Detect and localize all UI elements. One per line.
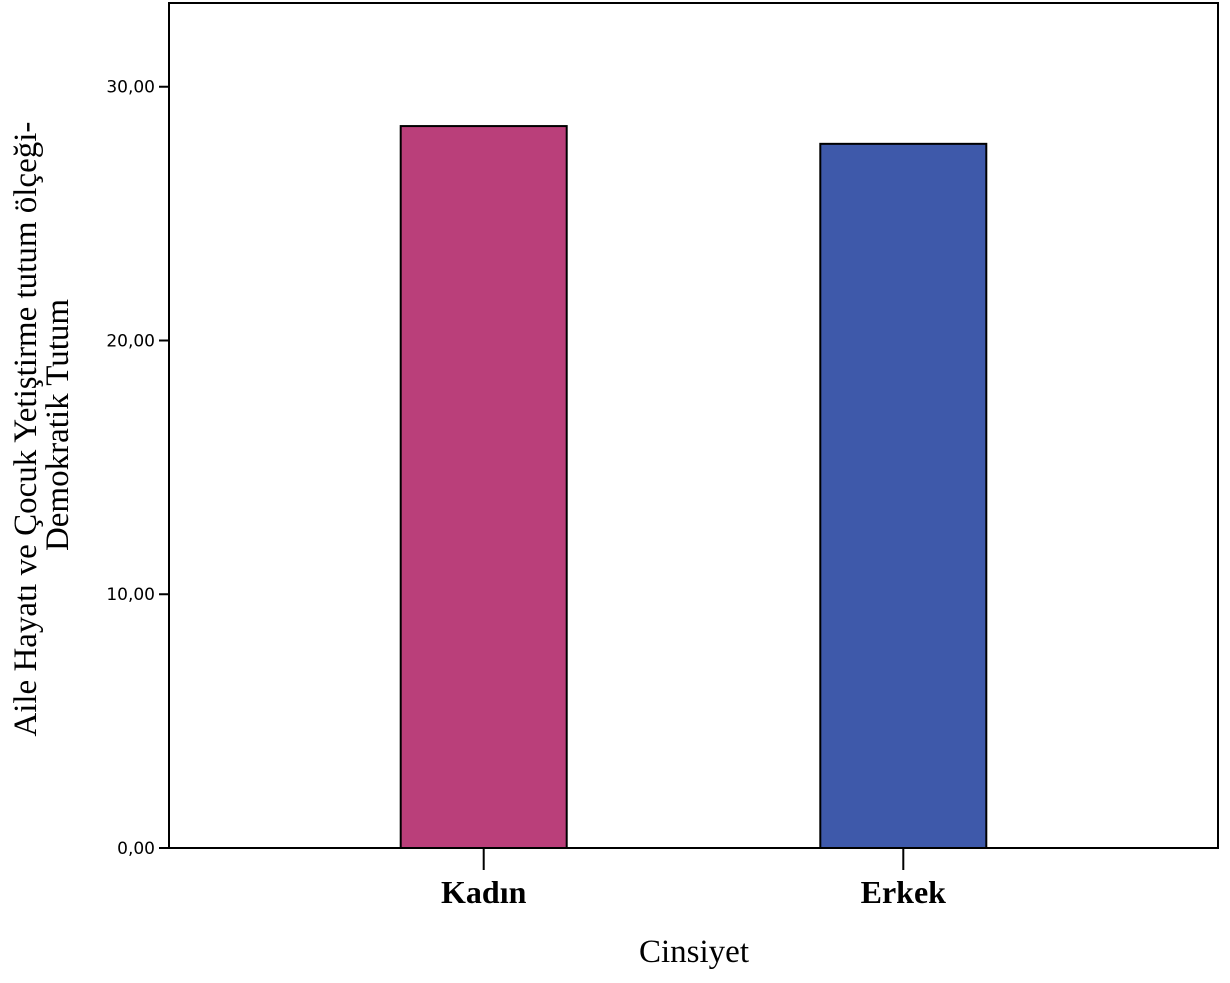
x-tick-label: Erkek — [861, 874, 947, 910]
y-axis-title: Aile Hayatı ve Çocuk Yetiştirme tutum öl… — [8, 113, 76, 736]
bar-kadin — [399, 125, 568, 850]
y-axis: 0,00 10,00 20,00 30,00 — [106, 78, 169, 859]
y-tick-label: 10,00 — [106, 585, 155, 605]
y-tick-label: 30,00 — [106, 78, 155, 98]
y-axis-title-line-1: Aile Hayatı ve Çocuk Yetiştirme tutum öl… — [8, 122, 44, 737]
x-axis-title: Cinsiyet — [639, 934, 749, 970]
y-axis-title-line-2: Demokratik Tutum — [40, 299, 76, 551]
y-tick-label: 20,00 — [106, 331, 155, 351]
x-tick-label: Kadın — [441, 874, 527, 910]
x-axis: Kadın Erkek — [441, 848, 946, 910]
y-tick-label: 0,00 — [117, 839, 155, 859]
bar-erkek — [819, 142, 988, 850]
plot-area — [168, 2, 1219, 849]
